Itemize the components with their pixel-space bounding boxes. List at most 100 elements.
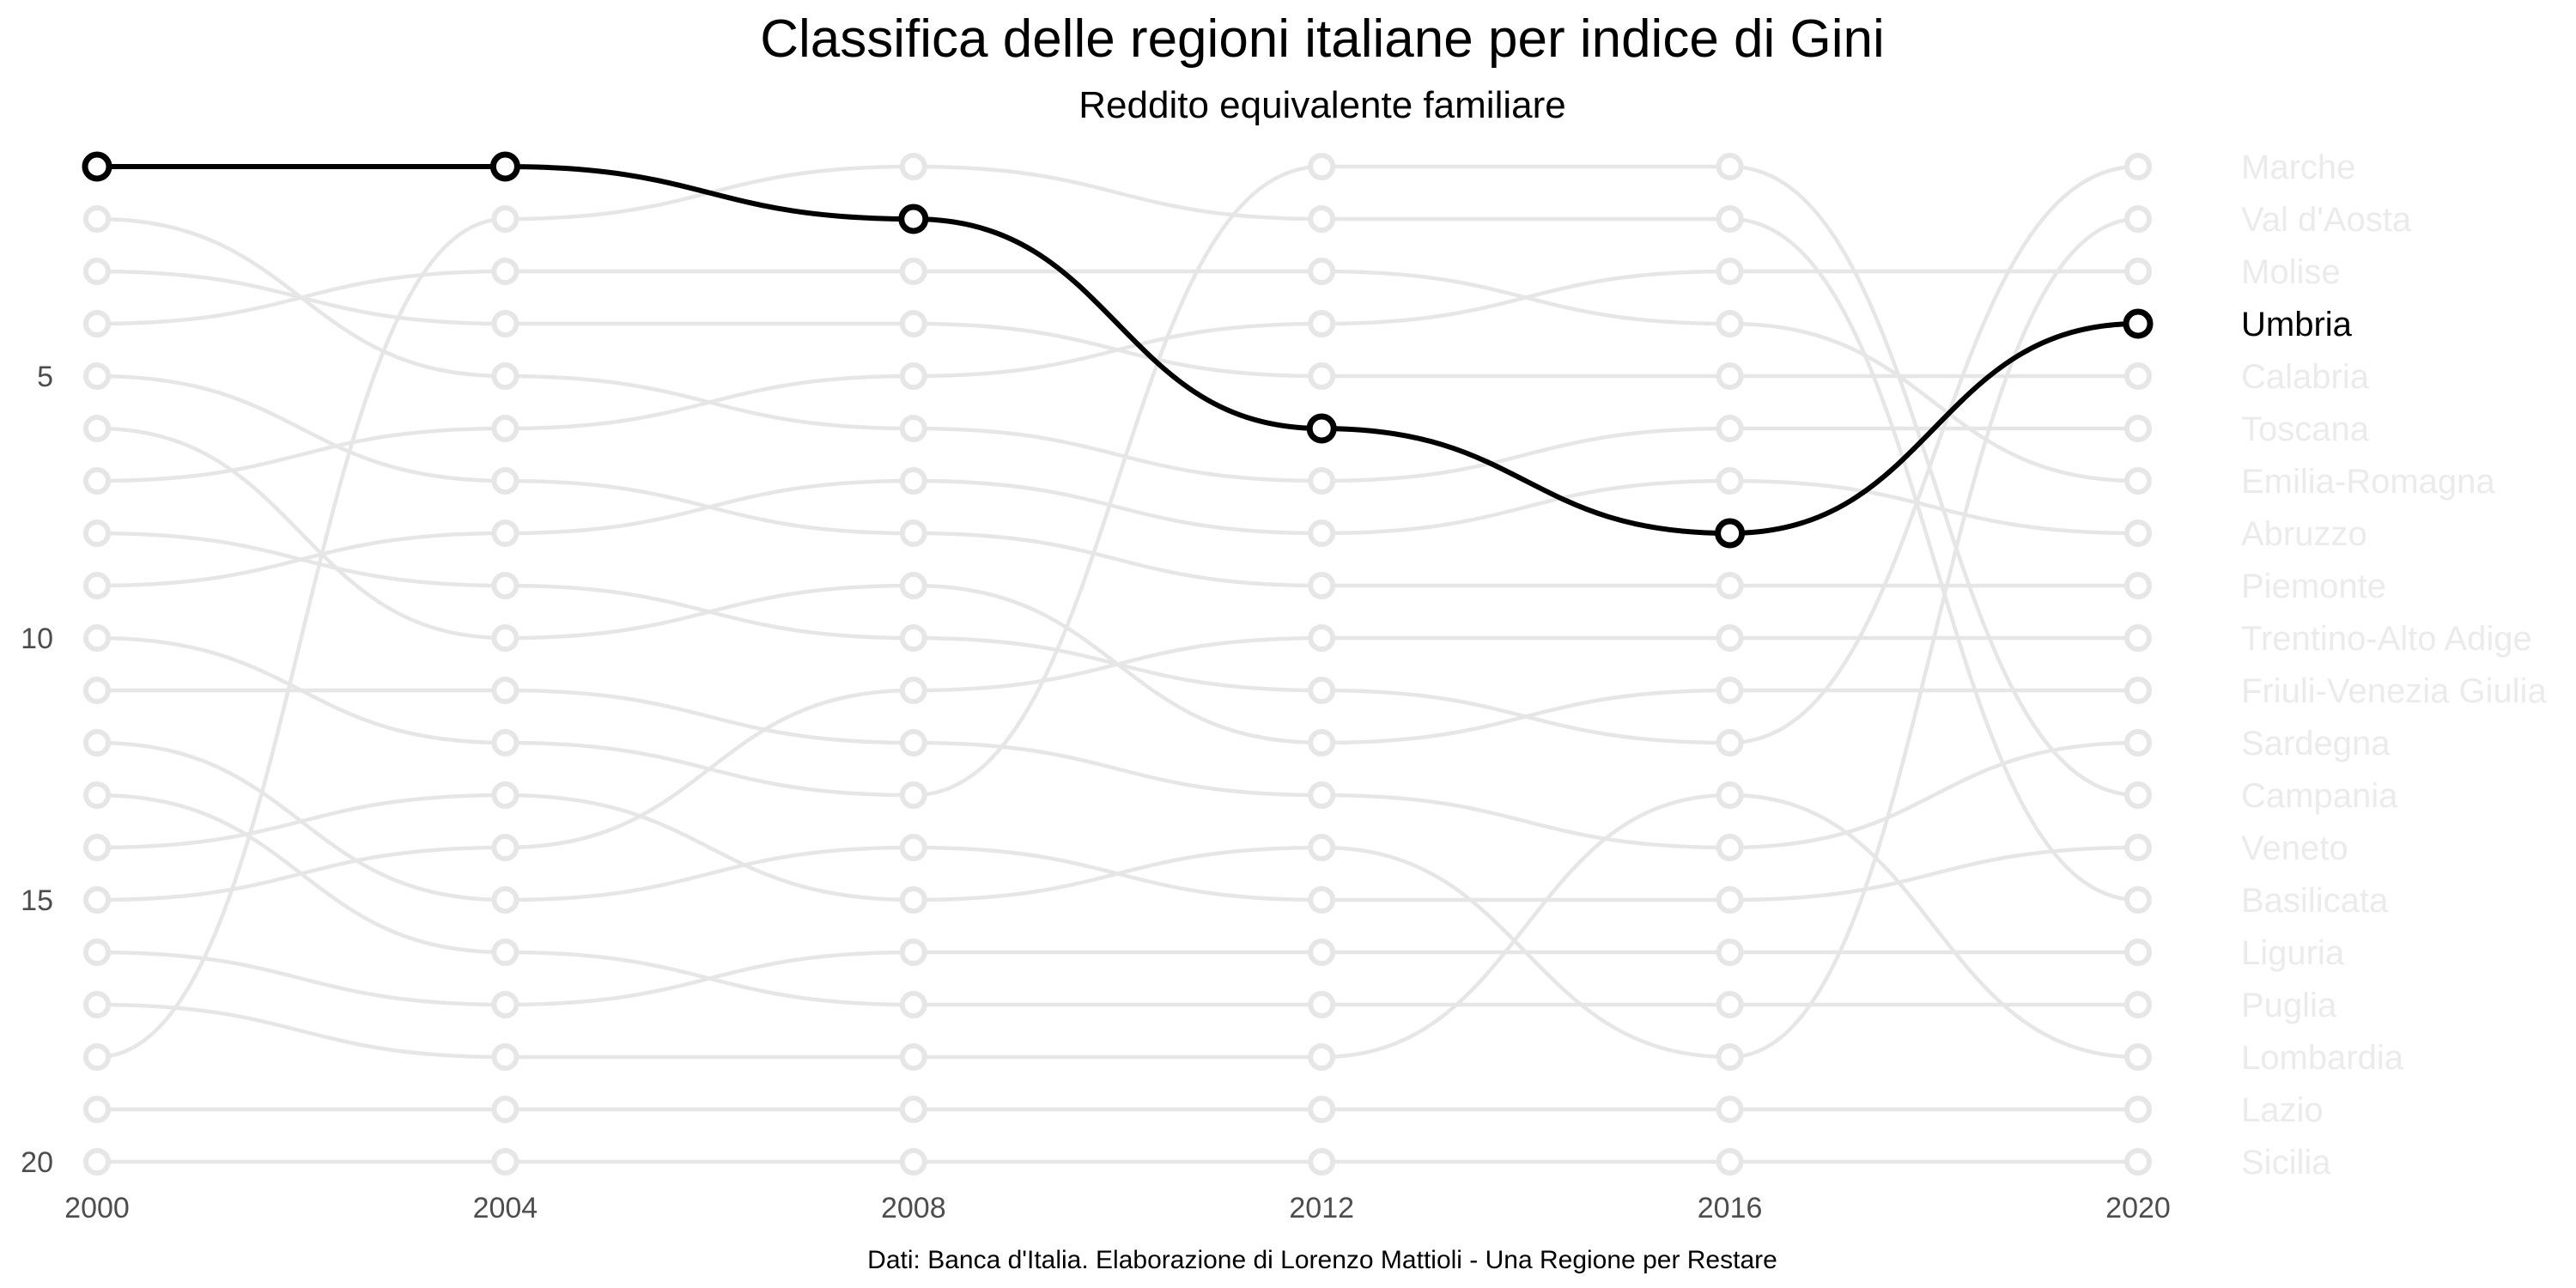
series-point-friuli-venezia-giulia (1308, 729, 1336, 756)
series-point-toscana (83, 205, 111, 233)
region-label-sicilia: Sicilia (2241, 1144, 2331, 1182)
series-point-trentino-alto-adige (2124, 624, 2152, 652)
region-label-calabria: Calabria (2241, 358, 2370, 396)
series-point-lombardia (1716, 781, 1744, 809)
series-line-toscana (96, 216, 2138, 483)
series-point-sicilia (2124, 1148, 2152, 1176)
series-point-piemonte (899, 519, 927, 547)
region-label-lazio: Lazio (2241, 1091, 2324, 1129)
series-point-umbria (1306, 413, 1337, 444)
series-point-basilicata (83, 1043, 111, 1071)
series-point-basilicata (491, 205, 519, 233)
series-point-veneto (491, 886, 519, 914)
series-point-emilia-romagna (2124, 467, 2152, 495)
series-point-sicilia (83, 1148, 111, 1176)
series-point-marche (1716, 729, 1744, 756)
series-point-basilicata (2124, 886, 2152, 914)
series-point-liguria (2124, 939, 2152, 966)
series-point-calabria (1716, 362, 1744, 390)
series-point-liguria (491, 991, 519, 1018)
series-point-lazio (899, 1096, 927, 1123)
series-point-lazio (1716, 1096, 1744, 1123)
chart-caption: Dati: Banca d'Italia. Elaborazione di Lo… (867, 1246, 1777, 1274)
series-point-sicilia (899, 1148, 927, 1176)
series-point-abruzzo (83, 572, 111, 599)
series-point-molise (491, 415, 519, 442)
x-tick-label: 2020 (2105, 1192, 2171, 1224)
region-labels: Umbria Marche Val d'Aosta Molise Calabria Tos… (2241, 149, 2547, 1182)
series-point-marche (83, 519, 111, 547)
y-axis: 5 10 15 20 (21, 361, 53, 1179)
series-point-piemonte (1716, 572, 1744, 599)
series-line-molise (96, 269, 2138, 483)
series-point-lazio (83, 1096, 111, 1123)
region-label-molise: Molise (2241, 253, 2341, 291)
series-point-toscana (2124, 415, 2152, 442)
series-point-val-d-aosta (491, 781, 519, 809)
series-point-abruzzo (491, 519, 519, 547)
series-point-sardegna (1716, 834, 1744, 861)
series-point-lombardia (899, 1043, 927, 1071)
series-point-friuli-venezia-giulia (2124, 677, 2152, 704)
series-point-val-d-aosta (83, 834, 111, 861)
highlight-series-points (82, 151, 2154, 549)
series-point-abruzzo (1308, 519, 1336, 547)
series-point-lombardia (83, 991, 111, 1018)
series-point-puglia (899, 991, 927, 1018)
series-point-sardegna (2124, 729, 2152, 756)
series-point-emilia-romagna (83, 310, 111, 337)
series-point-puglia (83, 781, 111, 809)
series-point-campania (83, 624, 111, 652)
x-tick-label: 2008 (881, 1192, 946, 1224)
series-point-campania (1716, 153, 1744, 180)
region-label-puglia: Puglia (2241, 987, 2337, 1024)
series-point-sicilia (1716, 1148, 1744, 1176)
series-point-marche (491, 572, 519, 599)
series-line-veneto (96, 740, 2139, 902)
series-line-calabria (96, 269, 2138, 379)
series-point-val-d-aosta (899, 886, 927, 914)
series-point-umbria (489, 151, 520, 182)
series-point-molise (2124, 258, 2152, 285)
series-point-marche (1308, 677, 1336, 704)
chart-title: Classifica delle regioni italiane per in… (760, 9, 1885, 69)
series-point-umbria (1715, 518, 1746, 549)
series-point-calabria (491, 310, 519, 337)
series-point-sardegna (1308, 781, 1336, 809)
x-tick-label: 2016 (1698, 1192, 1763, 1224)
series-point-basilicata (1716, 205, 1744, 233)
series-point-veneto (83, 729, 111, 756)
series-point-sardegna (899, 729, 927, 756)
series-point-piemonte (1308, 572, 1336, 599)
region-label-lombardia: Lombardia (2241, 1039, 2404, 1077)
series-point-calabria (899, 310, 927, 337)
series-line-trentino-alto-adige (96, 635, 2138, 902)
region-label-friuli-venezia-giulia: Friuli-Venezia Giulia (2241, 672, 2547, 710)
series-point-sicilia (491, 1148, 519, 1176)
series-point-puglia (1716, 991, 1744, 1018)
series-point-piemonte (83, 362, 111, 390)
background-series-lines (96, 164, 2139, 1164)
series-line-puglia (96, 793, 2138, 1007)
series-point-friuli-venezia-giulia (83, 415, 111, 442)
series-point-campania (491, 729, 519, 756)
series-point-liguria (1308, 939, 1336, 966)
series-point-sardegna (491, 677, 519, 704)
series-point-molise (83, 467, 111, 495)
series-point-trentino-alto-adige (491, 834, 519, 861)
series-point-trentino-alto-adige (1308, 624, 1336, 652)
series-point-emilia-romagna (1716, 310, 1744, 337)
background-series-points (83, 153, 2152, 1176)
x-axis: 2000 2004 2008 2012 2016 2020 (64, 1192, 2171, 1224)
series-line-campania (96, 164, 2139, 798)
series-point-piemonte (491, 467, 519, 495)
region-label-trentino-alto-adige: Trentino-Alto Adige (2241, 620, 2532, 658)
series-line-sardegna (97, 688, 2139, 850)
series-line-piemonte (96, 374, 2138, 588)
series-line-liguria (96, 950, 2138, 1007)
region-label-veneto: Veneto (2241, 829, 2348, 867)
series-point-trentino-alto-adige (1716, 624, 1744, 652)
series-point-friuli-venezia-giulia (491, 624, 519, 652)
y-tick-label: 10 (21, 623, 53, 655)
series-point-calabria (83, 258, 111, 285)
